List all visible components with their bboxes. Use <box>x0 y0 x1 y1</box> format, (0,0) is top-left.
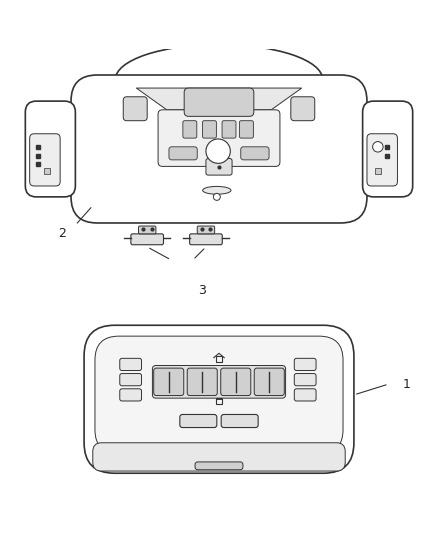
FancyBboxPatch shape <box>93 443 345 471</box>
FancyBboxPatch shape <box>25 101 75 197</box>
FancyBboxPatch shape <box>183 120 197 138</box>
FancyBboxPatch shape <box>30 134 60 186</box>
FancyBboxPatch shape <box>367 134 397 186</box>
FancyBboxPatch shape <box>152 366 286 398</box>
FancyBboxPatch shape <box>240 120 253 138</box>
Circle shape <box>373 142 383 152</box>
FancyBboxPatch shape <box>95 336 343 454</box>
FancyBboxPatch shape <box>195 462 243 470</box>
FancyBboxPatch shape <box>158 110 280 166</box>
FancyBboxPatch shape <box>138 226 156 234</box>
FancyBboxPatch shape <box>294 358 316 370</box>
Circle shape <box>206 139 230 163</box>
FancyBboxPatch shape <box>120 358 141 370</box>
FancyBboxPatch shape <box>222 120 236 138</box>
Polygon shape <box>136 88 302 110</box>
FancyBboxPatch shape <box>291 97 315 120</box>
FancyBboxPatch shape <box>169 147 197 160</box>
FancyBboxPatch shape <box>180 415 217 427</box>
Text: 1: 1 <box>402 377 410 391</box>
Ellipse shape <box>203 187 231 194</box>
FancyBboxPatch shape <box>71 75 367 223</box>
FancyBboxPatch shape <box>190 234 222 245</box>
FancyBboxPatch shape <box>154 368 184 395</box>
FancyBboxPatch shape <box>120 389 141 401</box>
Text: 3: 3 <box>198 284 205 297</box>
FancyBboxPatch shape <box>187 368 217 395</box>
FancyBboxPatch shape <box>221 368 251 395</box>
FancyBboxPatch shape <box>294 374 316 386</box>
FancyBboxPatch shape <box>197 226 215 234</box>
FancyBboxPatch shape <box>120 374 141 386</box>
FancyBboxPatch shape <box>241 147 269 160</box>
FancyBboxPatch shape <box>202 120 216 138</box>
FancyBboxPatch shape <box>363 101 413 197</box>
FancyBboxPatch shape <box>131 234 163 245</box>
FancyBboxPatch shape <box>206 158 232 175</box>
FancyBboxPatch shape <box>221 415 258 427</box>
Circle shape <box>213 193 220 200</box>
FancyBboxPatch shape <box>184 88 254 116</box>
FancyBboxPatch shape <box>294 389 316 401</box>
FancyBboxPatch shape <box>123 97 147 120</box>
Text: 2: 2 <box>58 228 66 240</box>
FancyBboxPatch shape <box>254 368 284 395</box>
FancyBboxPatch shape <box>84 325 354 473</box>
